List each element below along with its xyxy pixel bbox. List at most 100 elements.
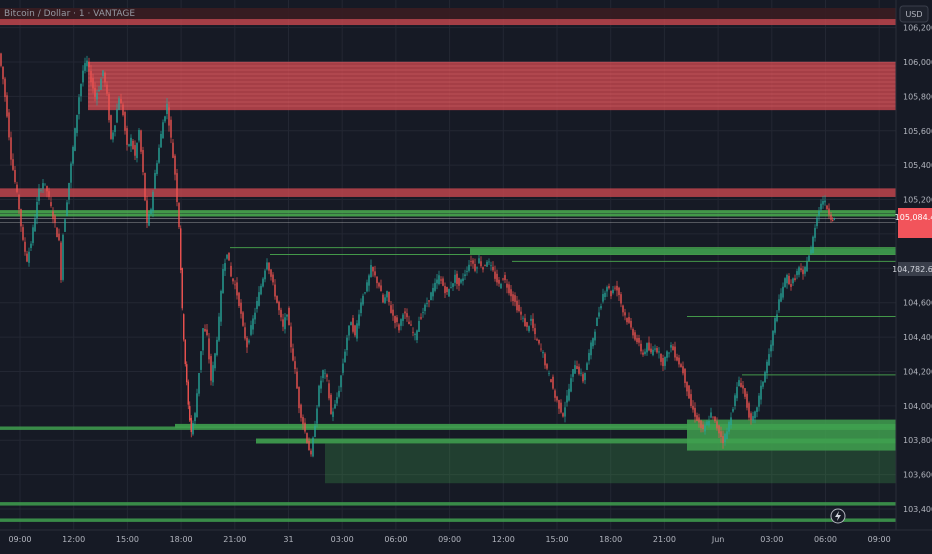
candle-body xyxy=(822,201,824,205)
candle-body xyxy=(742,385,744,389)
candle-body xyxy=(570,378,572,392)
candle-body xyxy=(718,425,720,434)
candle-body xyxy=(466,270,468,272)
candle-body xyxy=(634,332,636,340)
candle-body xyxy=(260,285,262,295)
currency-button[interactable] xyxy=(899,5,929,23)
candle-body xyxy=(738,380,740,387)
candle-body xyxy=(164,116,166,122)
candle-body xyxy=(516,300,518,311)
candle-body xyxy=(510,289,512,297)
candle-body xyxy=(146,200,148,223)
candle-body xyxy=(176,173,178,202)
candle-body xyxy=(302,417,304,425)
candle-body xyxy=(824,200,826,203)
candle-body xyxy=(540,348,542,350)
candle-body xyxy=(172,142,174,158)
candle-body xyxy=(252,318,254,330)
candle-body xyxy=(8,112,10,138)
candle-body xyxy=(612,289,614,293)
candle-body xyxy=(232,278,234,282)
time-tick-label: 18:00 xyxy=(170,535,193,544)
candle-body xyxy=(372,266,374,272)
price-tick-label: 103,400.00 xyxy=(903,505,932,514)
candle-body xyxy=(524,318,526,327)
candle-body xyxy=(274,284,276,297)
candle-body xyxy=(390,305,392,313)
candle-body xyxy=(246,337,248,348)
candle-body xyxy=(454,274,456,283)
candle-body xyxy=(832,220,834,221)
symbol-title[interactable]: Bitcoin / Dollar · 1 · VANTAGE xyxy=(4,9,135,19)
lightning-button[interactable] xyxy=(830,508,846,524)
candle-body xyxy=(96,92,98,100)
candle-body xyxy=(426,303,428,304)
candle-body xyxy=(532,318,534,328)
candle-body xyxy=(374,271,376,276)
candle-body xyxy=(148,214,150,226)
candle-body xyxy=(748,403,750,418)
candle-body xyxy=(664,357,666,366)
candle-body xyxy=(794,278,796,280)
candle-body xyxy=(674,346,676,358)
candle-body xyxy=(262,278,264,287)
candle-body xyxy=(234,284,236,286)
candle-body xyxy=(330,394,332,414)
candle-body xyxy=(296,371,298,389)
candle-body xyxy=(134,145,136,156)
candle-body xyxy=(620,294,622,304)
candle-body xyxy=(384,297,386,303)
candle-body xyxy=(682,366,684,374)
candle-body xyxy=(646,343,648,353)
candle-body xyxy=(502,278,504,280)
candle-body xyxy=(616,285,618,291)
candle-body xyxy=(660,353,662,362)
candle-body xyxy=(696,415,698,421)
candle-body xyxy=(744,388,746,397)
candle-body xyxy=(526,322,528,327)
price-tick-label: 104,600.00 xyxy=(903,299,932,308)
candle-body xyxy=(4,78,6,97)
candle-body xyxy=(64,219,66,232)
candle-body xyxy=(100,79,102,90)
candle-body xyxy=(40,189,42,191)
demand-zone xyxy=(325,443,896,484)
candle-body xyxy=(650,348,652,353)
candle-body xyxy=(518,304,520,311)
candle-body xyxy=(280,309,282,318)
candle-body xyxy=(792,278,794,284)
candle-body xyxy=(122,104,124,116)
candle-body xyxy=(56,227,58,238)
candle-body xyxy=(546,364,548,369)
candle-body xyxy=(678,357,680,365)
lightning-glyph xyxy=(835,511,841,521)
candle-body xyxy=(334,404,336,409)
candle-body xyxy=(452,283,454,287)
candle-body xyxy=(94,87,96,97)
candle-body xyxy=(348,325,350,336)
candle-body xyxy=(183,314,185,340)
candle-body xyxy=(336,397,338,404)
candle-body xyxy=(292,348,294,361)
candle-body xyxy=(728,421,730,432)
candle-body xyxy=(34,218,36,232)
candle-body xyxy=(730,417,732,426)
candle-body xyxy=(618,287,620,296)
candle-body xyxy=(690,394,692,406)
candle-body xyxy=(340,375,342,388)
time-tick-label: 09:00 xyxy=(438,535,461,544)
candle-body xyxy=(658,351,660,353)
candle-body xyxy=(494,271,496,279)
candle-body xyxy=(250,325,252,335)
candle-body xyxy=(734,395,736,406)
candle-body xyxy=(68,182,70,200)
candle-body xyxy=(648,342,650,351)
candle-body xyxy=(424,304,426,312)
candle-body xyxy=(136,143,138,159)
candle-body xyxy=(28,251,30,263)
candle-body xyxy=(606,287,608,292)
candle-body xyxy=(394,316,396,323)
candle-body xyxy=(90,71,92,83)
